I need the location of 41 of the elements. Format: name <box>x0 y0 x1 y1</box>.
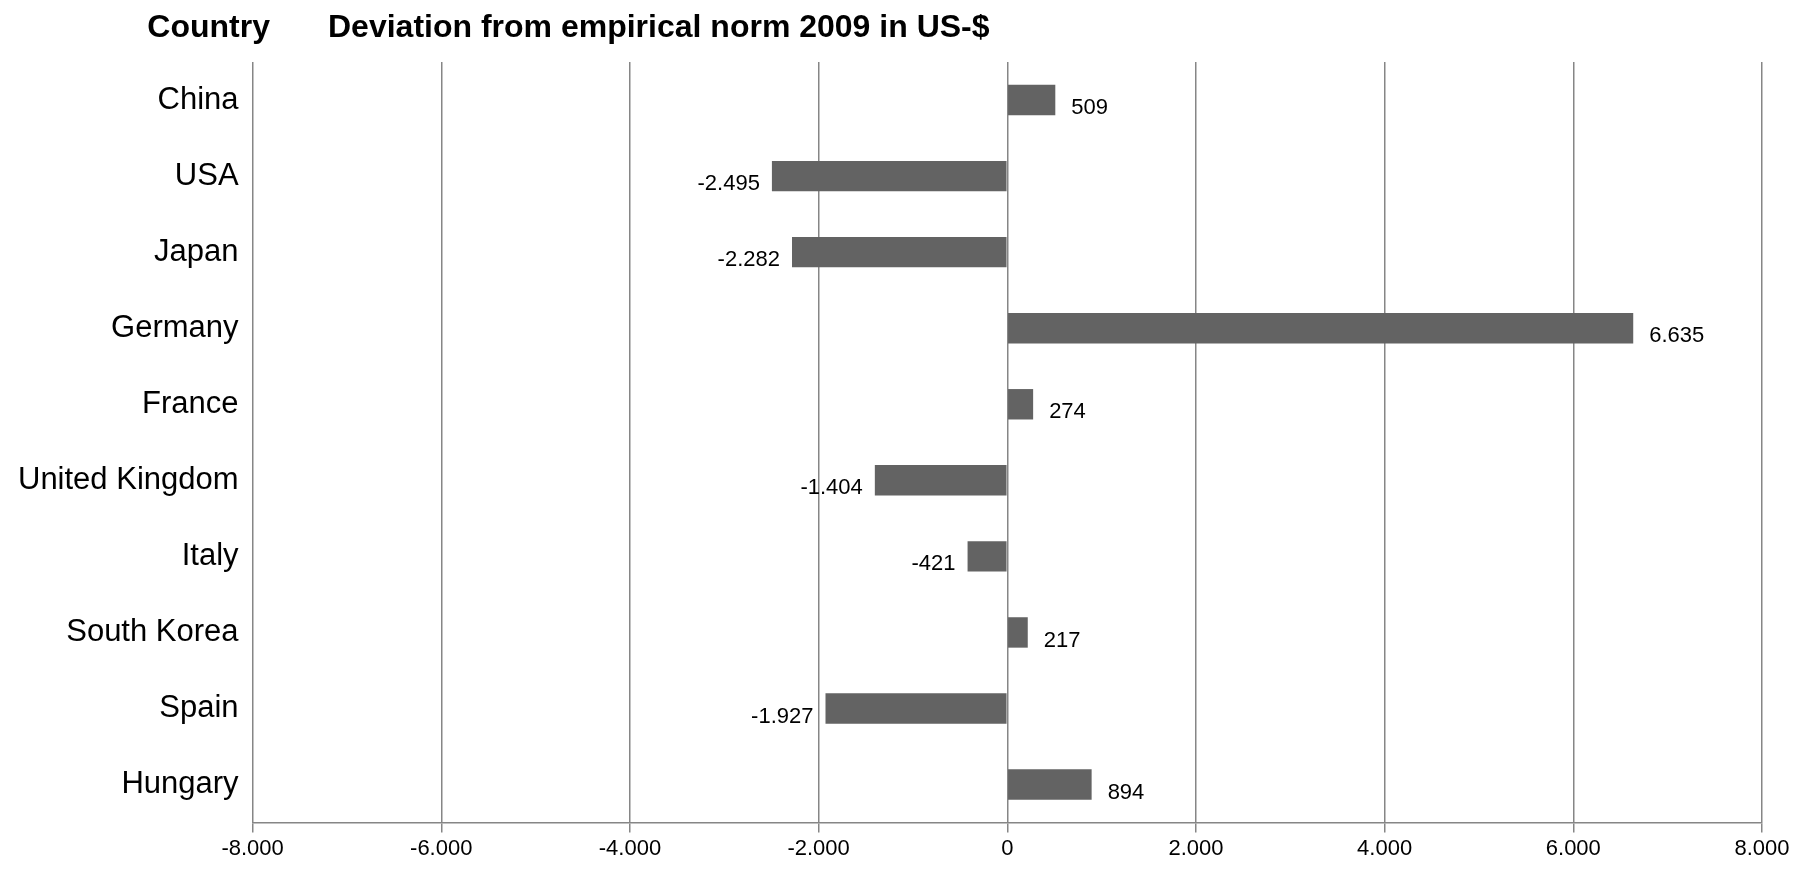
y-tick-label: United Kingdom <box>17 460 239 496</box>
x-tick-label: 0 <box>1001 834 1014 860</box>
data-label: -1.927 <box>751 702 814 728</box>
x-tick-label: 8.000 <box>1734 834 1790 860</box>
y-tick-label: France <box>142 384 239 420</box>
bar <box>1008 617 1028 648</box>
y-tick-label: China <box>157 80 240 116</box>
x-tick-label: -6.000 <box>410 834 473 860</box>
data-label: -421 <box>911 550 956 576</box>
data-label: -2.495 <box>697 170 760 196</box>
y-tick-label: Italy <box>181 536 240 572</box>
chart-title: Deviation from empirical norm 2009 in US-$ <box>328 8 990 45</box>
x-tick-label: -2.000 <box>787 834 850 860</box>
y-tick-label: Japan <box>154 232 239 268</box>
data-label: 217 <box>1043 626 1081 652</box>
bar <box>1008 769 1092 800</box>
y-tick-label: South Korea <box>66 613 240 648</box>
x-tick-label: 6.000 <box>1545 834 1601 860</box>
bar <box>1008 313 1634 344</box>
bar <box>1008 389 1034 420</box>
data-label: 274 <box>1049 398 1086 424</box>
x-tick-label: 2.000 <box>1168 834 1224 860</box>
y-tick-label: Spain <box>159 689 239 725</box>
bar <box>825 693 1007 724</box>
y-tick-label: USA <box>174 156 239 192</box>
data-label: 894 <box>1107 778 1145 804</box>
y-axis-title: Country <box>147 8 270 45</box>
data-label: 509 <box>1071 94 1109 120</box>
bar <box>967 541 1007 572</box>
y-tick-label: Germany <box>111 308 240 344</box>
x-tick-label: -8.000 <box>221 834 284 860</box>
bar <box>874 465 1007 496</box>
x-tick-label: 4.000 <box>1357 834 1413 860</box>
x-tick-label: -4.000 <box>598 834 662 860</box>
bar <box>792 236 1007 268</box>
bar <box>771 160 1007 192</box>
y-tick-label: Hungary <box>121 765 240 801</box>
data-label: -1.404 <box>800 474 863 500</box>
data-label: 6.635 <box>1649 322 1705 348</box>
data-label: -2.282 <box>717 246 780 272</box>
bar <box>1008 84 1056 116</box>
